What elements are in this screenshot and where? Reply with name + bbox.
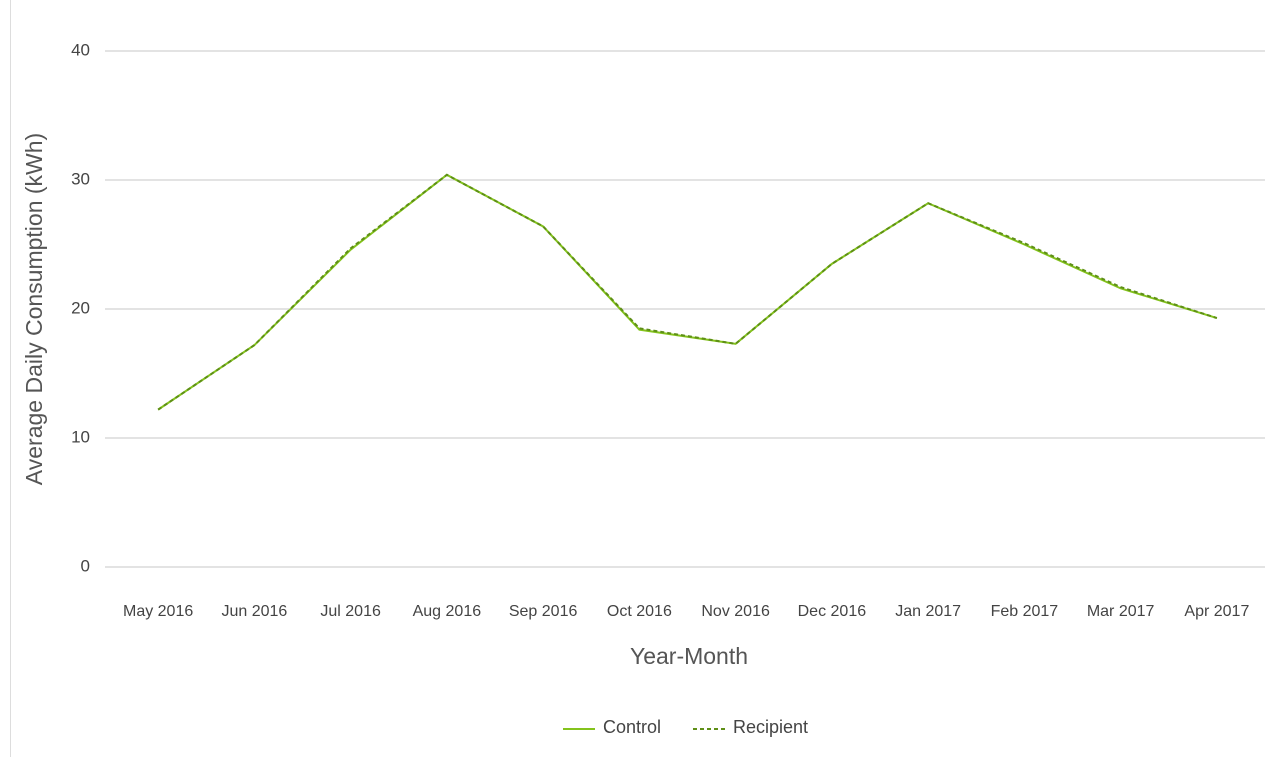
x-tick-label: Dec 2016 <box>798 603 867 620</box>
legend-label: Control <box>603 717 661 737</box>
y-tick-label: 0 <box>81 556 90 575</box>
x-tick-label: Jun 2016 <box>221 603 287 620</box>
x-axis-title: Year-Month <box>630 643 748 669</box>
x-tick-label: Apr 2017 <box>1184 603 1249 620</box>
y-axis-title: Average Daily Consumption (kWh) <box>21 133 47 485</box>
y-tick-label: 30 <box>71 169 90 188</box>
x-tick-label: Aug 2016 <box>413 603 482 620</box>
x-tick-label: Nov 2016 <box>701 603 770 620</box>
x-tick-label: Jul 2016 <box>320 603 381 620</box>
series-line <box>157 173 1218 411</box>
x-tick-label: Mar 2017 <box>1087 603 1155 620</box>
y-tick-label: 10 <box>71 427 90 446</box>
series-line <box>157 173 1218 411</box>
x-tick-label: Oct 2016 <box>607 603 672 620</box>
x-tick-label: Sep 2016 <box>509 603 578 620</box>
x-tick-label: Feb 2017 <box>991 603 1059 620</box>
y-tick-label: 20 <box>71 298 90 317</box>
y-tick-label: 40 <box>71 40 90 59</box>
x-tick-label: May 2016 <box>123 603 193 620</box>
legend-label: Recipient <box>733 717 808 737</box>
x-tick-label: Jan 2017 <box>895 603 961 620</box>
